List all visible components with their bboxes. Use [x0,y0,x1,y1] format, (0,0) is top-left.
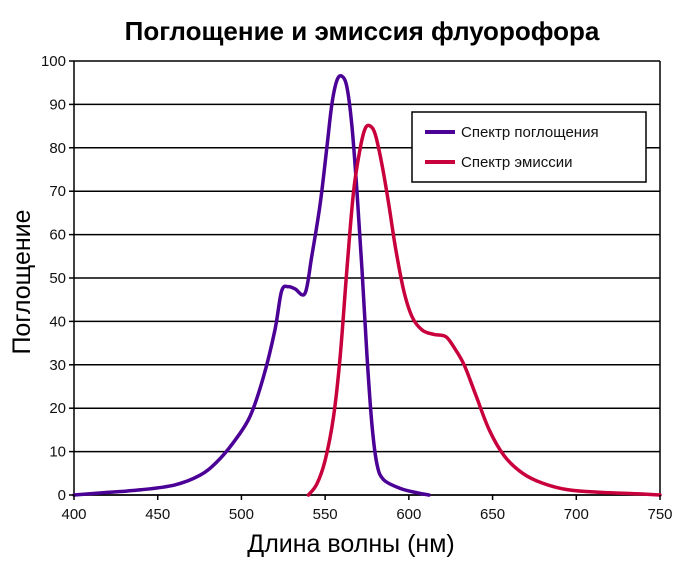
x-tick-label: 750 [647,506,672,523]
x-tick-label: 450 [145,506,170,523]
x-tick-label: 550 [313,506,338,523]
legend-label-absorption: Спектр поглощения [461,124,599,141]
legend-label-emission: Спектр эмиссии [461,154,573,171]
absorption-spectrum-line [72,74,431,497]
x-axis-title: Длина волны (нм) [247,530,454,558]
y-tick-label: 90 [49,96,66,113]
y-tick-label: 30 [49,357,66,374]
series-layer [72,74,662,497]
y-tick-label: 20 [49,400,66,417]
y-tick-label: 80 [49,140,66,157]
y-axis-title: Поглощение [8,209,36,354]
y-tick-label: 70 [49,183,66,200]
y-tick-label: 100 [41,53,66,70]
x-axis-ticks: 400 450 500 550 600 650 700 750 [61,495,673,523]
legend-box [411,111,647,183]
y-tick-label: 40 [49,313,66,330]
x-tick-label: 650 [480,506,505,523]
gridlines [74,60,660,496]
legend: Спектр поглощения Спектр эмиссии [411,111,647,183]
x-tick-label: 500 [229,506,254,523]
emission-spectrum-line [306,123,662,497]
y-tick-label: 60 [49,227,66,244]
chart-title: Поглощение и эмиссия флуорофора [125,16,600,46]
y-tick-label: 50 [49,270,66,287]
y-axis-ticks: 0 10 20 30 40 50 60 70 80 90 100 [41,53,74,504]
y-tick-label: 10 [49,444,66,461]
x-tick-label: 700 [564,506,589,523]
y-tick-label: 0 [58,487,66,504]
x-tick-label: 600 [396,506,421,523]
x-tick-label: 400 [61,506,86,523]
